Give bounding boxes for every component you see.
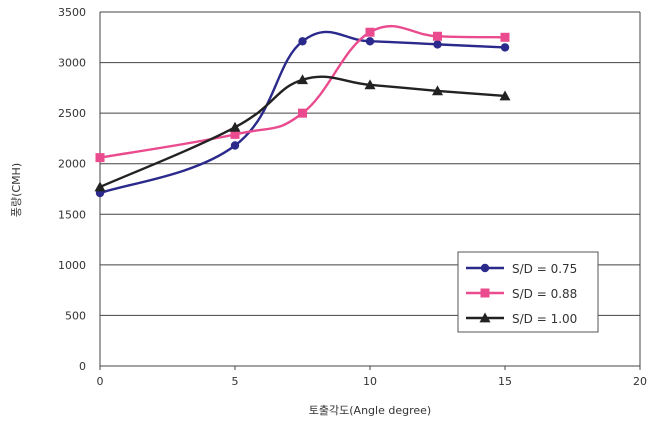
data-point — [95, 153, 105, 163]
legend: S/D = 0.75 S/D = 0.88 S/D = 1.00 — [457, 251, 599, 333]
data-point — [298, 37, 307, 46]
legend-label: S/D = 0.88 — [512, 287, 577, 301]
y-tick-label: 2500 — [58, 107, 86, 120]
y-tick-label: 3000 — [58, 57, 86, 70]
data-point — [230, 129, 240, 139]
data-point — [297, 74, 308, 85]
legend-label: S/D = 1.00 — [512, 312, 577, 326]
x-tick-label: 20 — [633, 375, 647, 388]
y-tick-label: 0 — [79, 360, 86, 373]
legend-label: S/D = 0.75 — [512, 262, 577, 276]
data-point — [433, 40, 442, 49]
y-tick-label: 3500 — [58, 6, 86, 19]
data-point — [365, 37, 375, 46]
axes: 0 500 1000 1500 2000 2500 3000 3500 0 5 10 15 20 — [58, 6, 647, 388]
data-point — [365, 27, 375, 37]
y-tick-label: 500 — [65, 309, 86, 322]
x-tick-label: 10 — [363, 375, 377, 388]
x-tick-label: 0 — [97, 375, 104, 388]
data-point — [229, 121, 241, 132]
legend-item: S/D = 1.00 — [466, 312, 577, 326]
x-tick-label: 15 — [498, 375, 512, 388]
legend-marker — [480, 263, 490, 273]
data-point — [433, 31, 442, 41]
x-axis-title: 토출각도(Angle degree) — [309, 404, 431, 417]
data-point — [500, 43, 510, 52]
legend-item: S/D = 0.75 — [466, 262, 577, 276]
data-point — [499, 90, 511, 101]
legend-item: S/D = 0.88 — [466, 287, 577, 301]
data-point — [298, 108, 307, 118]
legend-marker — [480, 288, 490, 298]
series-3 — [94, 74, 511, 192]
data-point — [364, 79, 376, 90]
y-tick-label: 1000 — [58, 259, 86, 272]
series-line — [99, 75, 506, 189]
y-tick-label: 1500 — [58, 208, 86, 221]
x-tick-label: 5 — [232, 375, 239, 388]
data-point — [500, 32, 510, 42]
data-point — [432, 85, 443, 96]
series-2 — [95, 25, 510, 163]
y-tick-label: 2000 — [58, 158, 86, 171]
y-axis-title: 풍량(CMH) — [10, 163, 23, 217]
series-layer — [94, 25, 511, 198]
data-point — [94, 181, 106, 192]
legend-marker — [479, 312, 491, 323]
series-1 — [95, 30, 510, 198]
data-point — [230, 141, 240, 150]
grid — [100, 11, 640, 367]
